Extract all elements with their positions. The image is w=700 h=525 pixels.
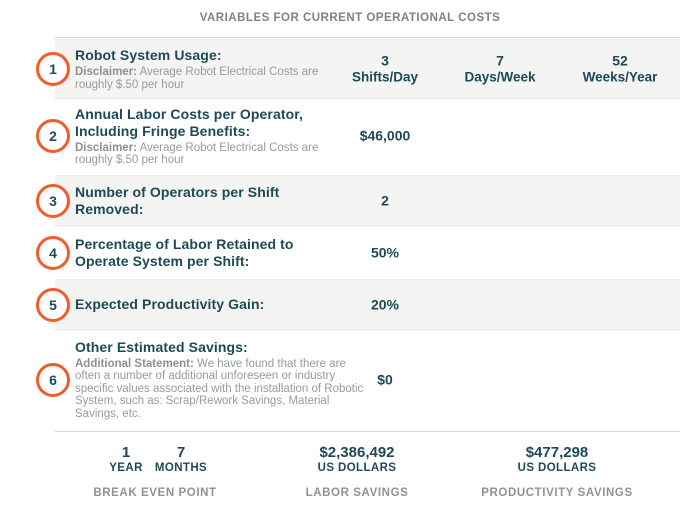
row-label: Other Estimated Savings:: [75, 338, 248, 355]
productivity-gain-value[interactable]: 20%: [330, 296, 440, 313]
table-row-annual-labor-costs: 2 Annual Labor Costs per Operator, Inclu…: [36, 99, 680, 173]
value-number: $46,000: [359, 127, 411, 144]
row-number-badge: 1: [36, 52, 70, 86]
shifts-per-day-value[interactable]: 3 Shifts/Day: [330, 53, 440, 86]
value-number: $0: [377, 371, 393, 387]
row-label: Annual Labor Costs per Operator, Includi…: [75, 105, 304, 139]
row-number-badge: 2: [36, 119, 70, 153]
row-label: Expected Productivity Gain:: [75, 296, 265, 312]
row-number: 3: [49, 192, 57, 209]
table-row-labor-retained: 4 Percentage of Labor Retained to Operat…: [36, 226, 680, 279]
value-unit: Shifts/Day: [351, 69, 419, 85]
statement-lead: Additional Statement:: [75, 357, 194, 370]
row-label: Robot System Usage:: [75, 47, 222, 63]
statement-text: We have found that there are often a num…: [75, 357, 364, 420]
other-savings-value[interactable]: $0: [330, 371, 440, 388]
value-number: 3: [381, 52, 389, 69]
value-number: 52: [612, 52, 628, 69]
productivity-savings-unit: US DOLLARS: [517, 462, 597, 474]
row-label-block: Expected Productivity Gain:: [75, 296, 340, 313]
row-number-badge: 5: [36, 287, 70, 322]
value-number: 7: [496, 52, 504, 69]
break-even-months-value: 7: [176, 444, 186, 461]
labor-savings-caption: LABOR SAVINGS: [305, 487, 409, 499]
row-additional-statement: Additional Statement: We have found that…: [75, 358, 367, 421]
row-number: 1: [49, 61, 57, 77]
row-label-block: Percentage of Labor Retained to Operate …: [75, 236, 340, 270]
row-label-block: Number of Operators per Shift Removed:: [75, 184, 340, 218]
row-number-badge: 4: [36, 235, 70, 270]
disclaimer-lead: Disclaimer:: [75, 141, 138, 154]
value-unit: Days/Week: [464, 69, 536, 85]
row-label: Number of Operators per Shift Removed:: [75, 183, 280, 217]
page-title: VARIABLES FOR CURRENT OPERATIONAL COSTS: [199, 12, 501, 24]
break-even-caption: BREAK EVEN POINT: [93, 487, 217, 499]
row-label-block: Annual Labor Costs per Operator, Includi…: [75, 106, 340, 167]
value-unit: Weeks/Year: [582, 69, 658, 85]
days-per-week-value[interactable]: 7 Days/Week: [445, 53, 555, 86]
annual-labor-cost-value[interactable]: $46,000: [330, 128, 440, 145]
row-label-block: Other Estimated Savings: Additional Stat…: [75, 339, 367, 421]
break-even-months-unit: MONTHS: [154, 462, 208, 474]
labor-savings-unit: US DOLLARS: [317, 462, 397, 474]
row-number: 6: [49, 371, 57, 388]
table-row-other-savings: 6 Other Estimated Savings: Additional St…: [36, 330, 680, 429]
value-number: 2: [381, 192, 389, 208]
row-number-badge: 6: [36, 362, 70, 397]
row-number: 5: [49, 296, 57, 313]
productivity-savings-value: $477,298: [525, 444, 589, 461]
productivity-savings-caption: PRODUCTIVITY SAVINGS: [481, 487, 633, 499]
weeks-per-year-value[interactable]: 52 Weeks/Year: [565, 53, 675, 86]
row-label-block: Robot System Usage: Disclaimer: Average …: [75, 47, 340, 91]
value-number: 50%: [370, 244, 400, 260]
row-disclaimer: Disclaimer: Average Robot Electrical Cos…: [75, 66, 340, 91]
labor-retained-value[interactable]: 50%: [330, 244, 440, 261]
table-row-robot-system-usage: 1 Robot System Usage: Disclaimer: Averag…: [36, 39, 680, 99]
value-number: 20%: [370, 296, 400, 312]
productivity-savings: $477,298 US DOLLARS: [477, 444, 637, 474]
break-even-years-unit: YEAR: [109, 462, 143, 474]
row-disclaimer: Disclaimer: Average Robot Electrical Cos…: [75, 142, 340, 167]
disclaimer-text: Average Robot Electrical Costs are rough…: [75, 141, 319, 167]
variables-table: 1 Robot System Usage: Disclaimer: Averag…: [36, 37, 680, 432]
operators-removed-value[interactable]: 2: [330, 192, 440, 209]
row-label: Percentage of Labor Retained to Operate …: [75, 235, 294, 269]
row-number: 2: [49, 128, 57, 144]
disclaimer-text: Average Robot Electrical Costs are rough…: [75, 66, 319, 91]
summary-divider: [55, 431, 680, 432]
labor-savings: $2,386,492 US DOLLARS: [277, 444, 437, 474]
row-number-badge: 3: [36, 183, 70, 218]
break-even-months: 7 MONTHS: [151, 444, 211, 474]
labor-savings-value: $2,386,492: [319, 444, 395, 461]
disclaimer-lead: Disclaimer:: [75, 66, 138, 78]
table-row-productivity-gain: 5 Expected Productivity Gain: 20%: [36, 279, 680, 330]
table-row-operators-removed: 3 Number of Operators per Shift Removed:…: [36, 175, 680, 226]
break-even-years-value: 1: [121, 444, 131, 461]
results-summary: 1 YEAR 7 MONTHS BREAK EVEN POINT $2,386,…: [0, 432, 700, 525]
row-number: 4: [49, 244, 57, 261]
break-even-years: 1 YEAR: [96, 444, 156, 474]
